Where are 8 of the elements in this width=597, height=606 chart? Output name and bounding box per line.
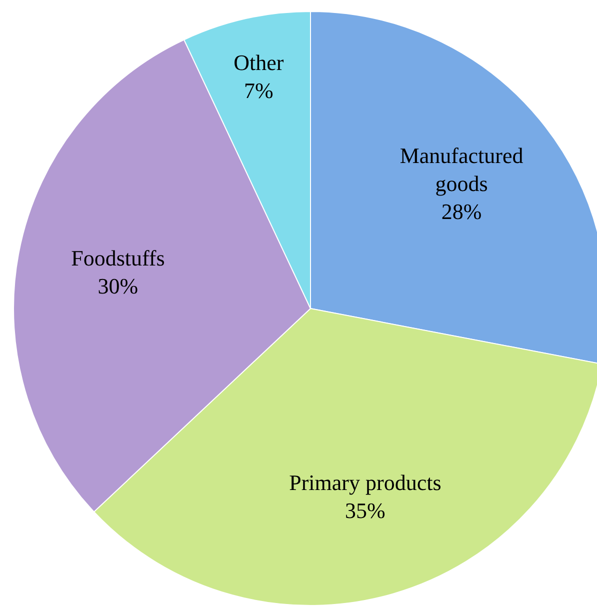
data-label: 35% xyxy=(345,498,386,524)
slice-label: Primary products xyxy=(289,470,442,496)
slice-label: Manufactured goods xyxy=(400,143,524,196)
data-label: 7% xyxy=(244,78,274,104)
slice-label: Other xyxy=(234,50,284,76)
data-label: 28% xyxy=(441,199,482,224)
slice-label: Foodstuffs xyxy=(71,245,165,270)
data-label: 30% xyxy=(98,273,138,298)
